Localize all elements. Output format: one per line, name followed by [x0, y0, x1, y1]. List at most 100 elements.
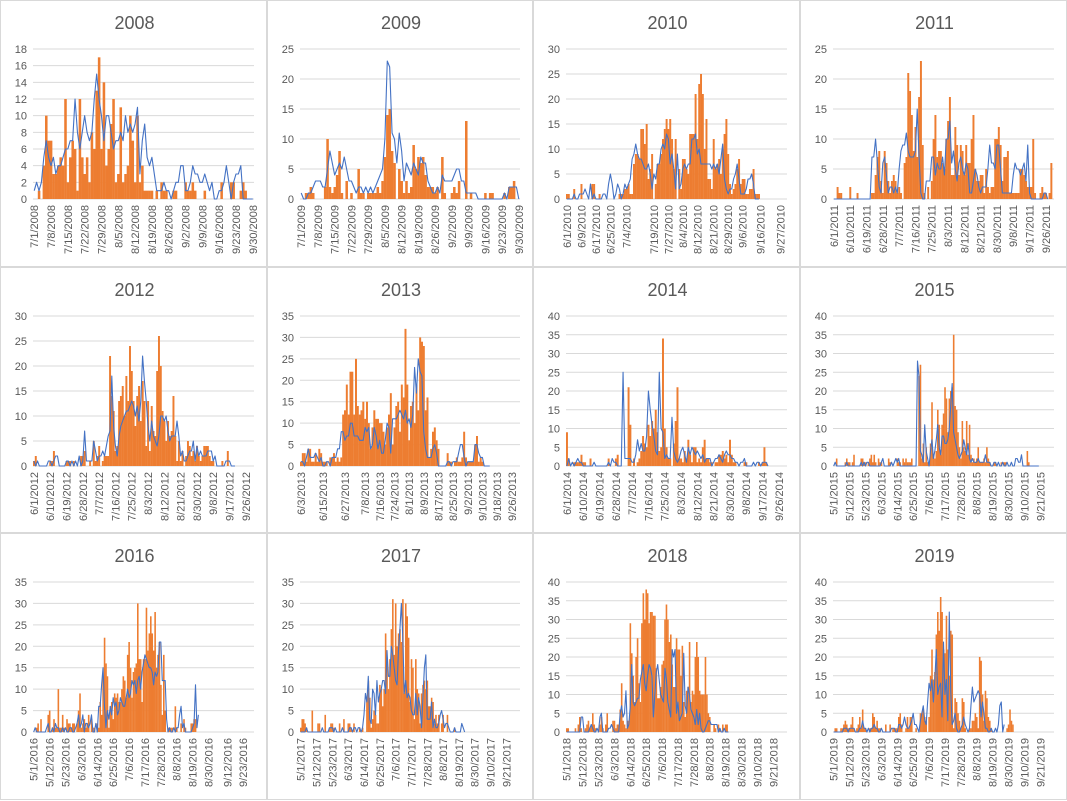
bar: [658, 698, 661, 732]
bar: [647, 424, 650, 466]
bar: [70, 727, 73, 732]
bar: [163, 654, 165, 732]
bar: [155, 667, 158, 732]
bar: [977, 181, 980, 199]
y-tick-label: 20: [815, 386, 827, 398]
x-tick-label: 6/25/2016: [108, 738, 120, 787]
y-axis: 0 5 10 15 20 25: [282, 44, 294, 206]
y-tick-label: 20: [548, 94, 560, 106]
chart-svg: 2011 0 5 10 15 20 25 6/1/2011 6/10/2011 6/19/2011…: [815, 13, 1054, 253]
bar: [636, 462, 639, 466]
bar: [388, 109, 392, 199]
y-tick-label: 0: [21, 194, 27, 206]
bar: [615, 728, 617, 732]
y-axis: 0 5 10 15 20 25 30 35 40: [548, 311, 560, 473]
bar: [958, 720, 961, 732]
y-tick-label: 5: [821, 164, 827, 176]
bar: [964, 451, 967, 466]
bar: [701, 694, 704, 732]
bar: [353, 414, 356, 466]
bar: [840, 193, 843, 199]
y-axis: 0 5 10 15 20 25 30 35: [282, 311, 294, 473]
bar: [627, 387, 630, 466]
bar: [318, 723, 321, 732]
bar: [108, 727, 110, 732]
bar: [613, 720, 616, 732]
bar: [683, 451, 686, 466]
bar: [974, 169, 977, 199]
bar: [450, 461, 453, 466]
x-tick-label: 7/16/2014: [643, 472, 655, 521]
line-series: [33, 355, 235, 467]
bar: [355, 358, 357, 466]
bar: [990, 728, 993, 732]
bar: [1006, 728, 1008, 732]
bar: [417, 693, 420, 732]
bar: [707, 179, 710, 199]
bar: [301, 453, 304, 466]
bar: [484, 193, 487, 199]
bar: [898, 462, 900, 466]
bar: [150, 616, 152, 732]
bar: [338, 723, 341, 732]
y-tick-label: 10: [15, 111, 27, 123]
bar: [674, 139, 677, 199]
bar: [623, 724, 626, 732]
x-tick-label: 9/2/2013: [463, 472, 475, 515]
y-tick-label: 10: [815, 690, 827, 702]
x-tick-label: 9/17/2014: [758, 472, 770, 521]
bar: [937, 409, 939, 466]
bar: [374, 193, 377, 199]
bar: [734, 184, 737, 199]
bar: [678, 649, 681, 732]
bar: [629, 424, 632, 466]
x-tick-label: 7/1/2009: [296, 205, 308, 248]
bar: [979, 175, 982, 199]
bar: [732, 462, 735, 466]
y-axis: 0 5 10 15 20 25 30 35: [282, 577, 294, 739]
bar: [960, 458, 962, 466]
bar: [157, 654, 159, 732]
bar: [750, 189, 753, 199]
bar: [655, 668, 658, 732]
y-tick-label: 0: [288, 727, 294, 739]
bar: [103, 637, 106, 732]
x-tick-label: 8/12/2011: [959, 205, 971, 253]
bar: [1023, 175, 1026, 199]
bar: [721, 451, 724, 466]
x-tick-label: 7/17/2018: [673, 738, 685, 787]
bar: [573, 462, 576, 466]
bar: [470, 461, 473, 466]
y-tick-label: 10: [282, 134, 294, 146]
bar: [148, 451, 151, 466]
bar: [1048, 193, 1051, 199]
bar: [403, 693, 406, 732]
bar: [139, 421, 142, 466]
bar: [381, 706, 384, 732]
bar: [863, 728, 865, 732]
bar: [756, 194, 759, 199]
bar: [333, 453, 335, 466]
x-tick-label: 7/7/2012: [94, 472, 106, 515]
y-tick-label: 20: [548, 386, 560, 398]
bar: [1017, 193, 1020, 199]
bar: [927, 187, 930, 199]
bar: [627, 184, 630, 199]
bar: [428, 457, 431, 466]
bar: [311, 193, 315, 199]
y-tick-label: 5: [288, 164, 294, 176]
bar: [876, 157, 879, 199]
bar: [61, 165, 65, 199]
bar: [908, 728, 910, 732]
y-axis: 0 5 10 15 20 25 30 35 40: [548, 577, 560, 739]
bar: [477, 461, 480, 466]
bar: [748, 189, 751, 199]
bar: [905, 458, 907, 466]
x-tick-label: 7/28/2017: [422, 738, 434, 787]
x-tick-label: 9/21/2019: [1035, 738, 1047, 787]
bar: [77, 710, 80, 732]
bar: [83, 451, 86, 466]
bar: [996, 139, 998, 199]
bar: [700, 74, 703, 199]
